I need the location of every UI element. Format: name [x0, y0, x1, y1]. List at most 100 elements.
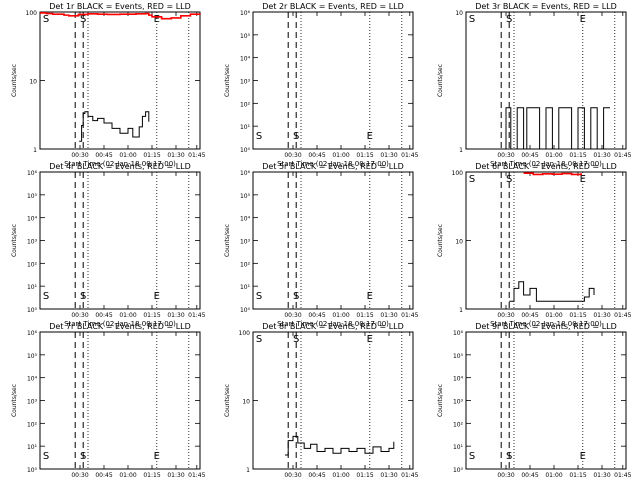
x-tick-label: 01:15	[569, 152, 586, 159]
y-tick-label: 10⁵	[27, 353, 38, 360]
marker-letter: S	[43, 14, 49, 25]
y-axis-label: Counts/sec	[224, 224, 231, 257]
x-tick-label: 01:15	[569, 312, 586, 319]
x-axis-label: Start Time (02-Jan-18 00:17:00)	[64, 320, 176, 328]
plot-frame	[39, 171, 201, 310]
x-tick-label: 00:45	[308, 472, 325, 479]
y-tick-label: 10³	[240, 239, 251, 246]
marker-letter: S	[506, 174, 512, 185]
x-tick-label: 01:45	[614, 312, 631, 319]
x-tick-label: 01:30	[167, 472, 184, 479]
y-axis-label: Counts/sec	[437, 64, 444, 97]
x-tick-label: 01:45	[614, 152, 631, 159]
x-tick-label: 00:30	[71, 312, 88, 319]
x-tick-label: 00:45	[521, 312, 538, 319]
data-trace-2	[40, 12, 201, 20]
detector-panel-4: Det 4r BLACK = Events, RED = LLD Counts/s…	[11, 162, 206, 328]
y-tick-label: 10⁴	[240, 56, 251, 63]
panel-title: Det 7r BLACK = Events, RED = LLD	[49, 322, 191, 331]
plot-frame	[465, 171, 627, 310]
y-tick-label: 10⁶	[27, 170, 38, 177]
x-tick-label: 00:30	[497, 152, 514, 159]
y-tick-label: 10⁴	[240, 216, 251, 223]
x-tick-label: 00:45	[95, 152, 112, 159]
x-tick-label: 01:30	[380, 472, 397, 479]
y-tick-label: 100	[26, 10, 38, 17]
y-tick-label: 10⁰	[27, 467, 38, 474]
y-tick-label: 10⁶	[27, 330, 38, 337]
x-axis-label: Start Time (02-Jan-18 00:17:00)	[64, 160, 176, 168]
x-tick-label: 01:15	[143, 472, 160, 479]
y-tick-label: 10⁴	[453, 376, 464, 383]
marker-letter: E	[154, 14, 160, 25]
y-tick-label: 1	[459, 147, 463, 154]
y-axis-label: Counts/sec	[11, 384, 18, 417]
marker-letter: E	[367, 291, 373, 302]
x-tick-label: 01:00	[119, 312, 136, 319]
y-tick-label: 10⁶	[453, 330, 464, 337]
x-tick-label: 01:45	[188, 312, 205, 319]
plot-frame	[252, 171, 414, 310]
y-tick-label: 10³	[240, 79, 251, 86]
x-tick-label: 01:00	[332, 472, 349, 479]
marker-letter: S	[293, 291, 299, 302]
x-tick-label: 01:45	[401, 312, 418, 319]
detector-panel-1: Det 1r BLACK = Events, RED = LLD Counts/s…	[11, 2, 206, 168]
marker-letter: S	[469, 174, 475, 185]
marker-letter: E	[154, 451, 160, 462]
plot-frame	[465, 331, 627, 470]
y-tick-label: 10⁰	[27, 307, 38, 314]
marker-letter: E	[154, 291, 160, 302]
x-tick-label: 00:30	[497, 472, 514, 479]
x-tick-label: 01:45	[401, 472, 418, 479]
x-tick-label: 00:45	[95, 472, 112, 479]
x-tick-label: 01:00	[119, 472, 136, 479]
marker-letter: E	[367, 131, 373, 142]
x-tick-label: 00:45	[521, 152, 538, 159]
marker-letter: E	[580, 451, 586, 462]
x-tick-label: 00:45	[95, 312, 112, 319]
x-tick-label: 01:30	[380, 312, 397, 319]
x-tick-label: 01:30	[593, 312, 610, 319]
marker-letter: S	[43, 291, 49, 302]
panel-title: Det 8r BLACK = Events, RED = LLD	[262, 322, 404, 331]
marker-letter: S	[80, 451, 86, 462]
y-axis-label: Counts/sec	[11, 224, 18, 257]
y-tick-label: 10²	[453, 421, 464, 428]
marker-letter: E	[580, 174, 586, 185]
x-tick-label: 01:30	[167, 312, 184, 319]
data-trace-1	[501, 107, 610, 150]
marker-letter: E	[367, 334, 373, 345]
x-tick-label: 01:30	[380, 152, 397, 159]
detector-panel-2: Det 2r BLACK = Events, RED = LLD Counts/s…	[224, 2, 419, 168]
y-tick-label: 10³	[27, 239, 38, 246]
y-tick-label: 10⁵	[453, 353, 464, 360]
x-tick-label: 01:30	[593, 472, 610, 479]
marker-letter: S	[293, 131, 299, 142]
y-tick-label: 10⁴	[27, 376, 38, 383]
x-tick-label: 00:30	[497, 312, 514, 319]
y-tick-label: 10	[29, 79, 37, 86]
y-tick-label: 10⁶	[240, 170, 251, 177]
y-axis-label: Counts/sec	[224, 384, 231, 417]
panel-title: Det 6r BLACK = Events, RED = LLD	[475, 162, 617, 171]
marker-letter: S	[80, 291, 86, 302]
x-tick-label: 01:15	[143, 312, 160, 319]
y-tick-label: 10⁴	[27, 216, 38, 223]
y-tick-label: 10⁵	[240, 193, 251, 200]
x-tick-label: 00:30	[284, 472, 301, 479]
x-tick-label: 01:00	[545, 152, 562, 159]
y-tick-label: 10	[242, 399, 250, 406]
marker-letter: S	[80, 14, 86, 25]
panel-title: Det 4r BLACK = Events, RED = LLD	[49, 162, 191, 171]
y-tick-label: 10³	[453, 399, 464, 406]
x-tick-label: 00:30	[71, 472, 88, 479]
x-tick-label: 00:45	[308, 152, 325, 159]
y-tick-label: 100	[239, 330, 251, 337]
panel-title: Det 2r BLACK = Events, RED = LLD	[262, 2, 404, 11]
y-tick-label: 10⁵	[27, 193, 38, 200]
x-tick-label: 00:30	[284, 312, 301, 319]
marker-letter: S	[43, 451, 49, 462]
